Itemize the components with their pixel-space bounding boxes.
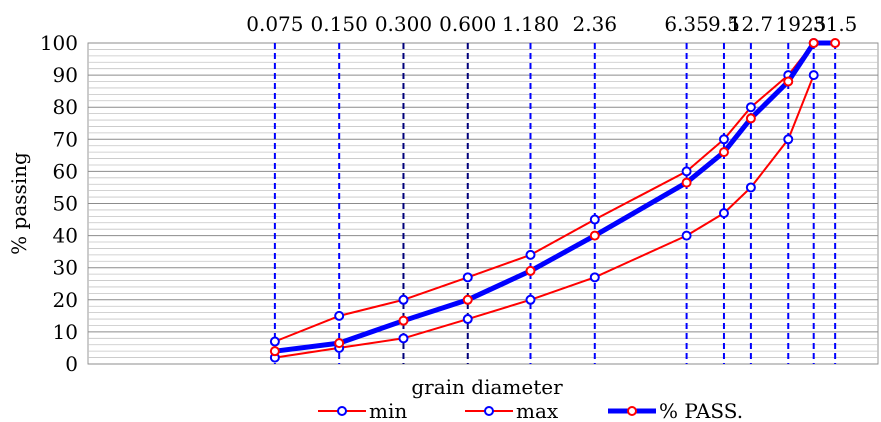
data-point: [525, 265, 536, 276]
x-tick-label: 12.7: [729, 12, 774, 36]
y-tick-label: 30: [53, 256, 78, 280]
y-tick-label: 100: [40, 31, 78, 55]
x-tick-label: 0.600: [439, 12, 496, 36]
legend-swatch-marker: [337, 406, 347, 416]
data-point: [718, 134, 729, 145]
y-tick-label: 20: [53, 288, 78, 312]
data-point: [808, 70, 819, 81]
data-point: [398, 315, 409, 326]
data-point: [398, 333, 409, 344]
x-tick-label: 6.35: [664, 12, 709, 36]
x-tick-label: 9.5: [708, 12, 740, 36]
data-point: [681, 166, 692, 177]
legend: min max % PASS.: [318, 399, 743, 422]
data-point: [525, 294, 536, 305]
legend-label: % PASS.: [659, 399, 743, 422]
data-point: [589, 214, 600, 225]
y-tick-label: 50: [53, 192, 78, 216]
x-tick-label: 0.150: [311, 12, 368, 36]
data-point: [808, 38, 819, 48]
data-point: [745, 102, 756, 113]
x-tick-label: 0.300: [375, 12, 432, 36]
data-point: [589, 272, 600, 283]
data-point: [718, 208, 729, 219]
legend-label: max: [516, 399, 559, 422]
sieve-lines: [273, 43, 837, 364]
data-point: [269, 346, 280, 357]
y-tick-label: 70: [53, 127, 78, 151]
x-tick-label: 31.5: [813, 12, 858, 36]
series-line: [272, 40, 838, 354]
x-tick-label: 1.180: [502, 12, 559, 36]
y-tick-label: 40: [53, 224, 78, 248]
data-point: [334, 338, 345, 349]
data-point: [398, 294, 409, 305]
data-point: [462, 294, 473, 305]
x-tick-label: 19: [776, 12, 801, 36]
data-point: [718, 147, 729, 158]
y-tick-label: 60: [53, 159, 78, 183]
x-tick-label: 2.36: [573, 12, 618, 36]
series-2: [269, 38, 841, 357]
legend-item: max: [465, 399, 559, 422]
x-tick-label: 25: [801, 12, 826, 36]
data-point: [783, 76, 794, 87]
legend-swatch-marker: [627, 406, 637, 416]
data-point: [462, 272, 473, 283]
legend-swatch-marker: [484, 406, 494, 416]
x-tick-label: 0.075: [246, 12, 303, 36]
data-point: [745, 113, 756, 124]
y-tick-label: 90: [53, 63, 78, 87]
data-point: [462, 314, 473, 325]
x-axis-title: grain diameter: [411, 375, 563, 399]
labels: % passing grain diameter 0.075 0.150 0.300…: [7, 12, 857, 399]
series-0: [269, 70, 819, 363]
series: [269, 38, 841, 363]
data-point: [334, 310, 345, 321]
data-point: [830, 38, 841, 48]
data-point: [783, 134, 794, 145]
grid: [87, 42, 879, 365]
y-tick-label: 80: [53, 95, 78, 119]
data-point: [681, 177, 692, 188]
legend-label: min: [369, 399, 407, 422]
legend-item: min: [318, 399, 407, 422]
y-tick-label: 10: [53, 320, 78, 344]
data-point: [589, 230, 600, 241]
y-tick-label: 0: [65, 352, 78, 376]
data-point: [525, 249, 536, 260]
data-point: [269, 336, 280, 347]
y-axis-title: % passing: [7, 152, 31, 255]
data-point: [745, 182, 756, 193]
legend-item: % PASS.: [608, 399, 743, 422]
data-point: [681, 230, 692, 241]
